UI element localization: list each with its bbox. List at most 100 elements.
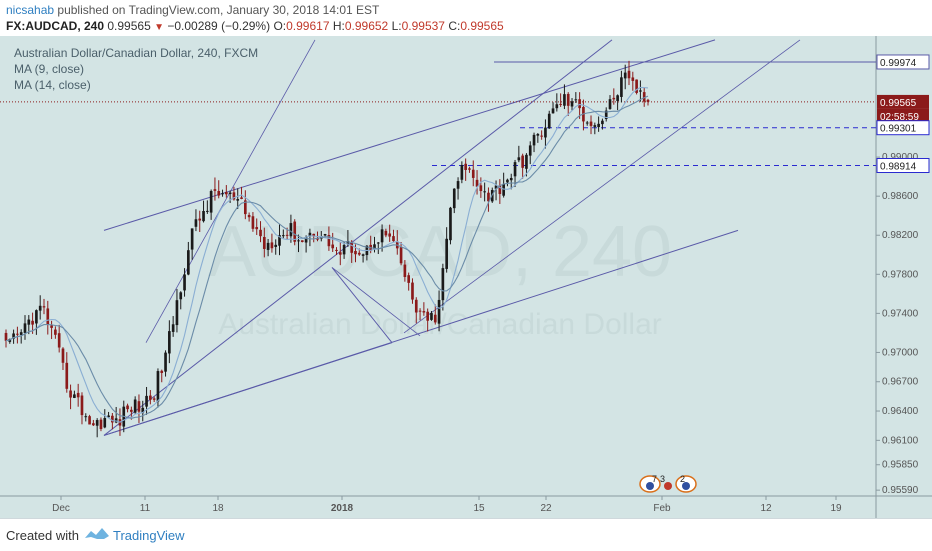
candle-body [190,228,194,250]
price-change: −0.00289 (−0.29%) [167,19,271,33]
candle-body [126,405,129,410]
price-tick-label: 0.99000 [882,152,919,163]
candle-body [35,310,38,324]
candle-body [483,191,486,193]
candle-body [407,275,411,283]
candle-body [452,188,456,209]
candle-body [399,247,403,264]
trendline-lower-short[interactable] [103,342,393,436]
created-with-text: Created with [6,528,79,543]
author-link[interactable]: nicsahab [6,3,55,17]
candle-body [285,234,289,236]
time-tick-label: Dec [52,503,70,514]
chart-canvas[interactable]: AUDCAD, 240 Australian Dollar/Canadian D… [0,36,932,518]
candle-body [179,292,183,300]
candle-body [27,319,31,325]
candle-body [236,199,240,201]
candle-body [441,268,445,301]
candle-body [338,252,342,255]
candle-body [160,370,164,373]
price-tick-label: 0.97400 [882,308,919,319]
candle-body [384,230,388,236]
candle-body [255,227,259,230]
candle-body [183,274,186,291]
trendline-parallel-line[interactable] [403,39,801,334]
flag-ca-icon [664,482,672,490]
candle-body [23,323,27,333]
last-price: 0.99565 [107,19,151,33]
candle-body [213,189,217,191]
event-count-2: 2 [680,474,685,484]
candle-body [361,254,365,256]
trendline-drop-2[interactable] [331,267,421,337]
candle-body [262,236,266,249]
tradingview-brand-link[interactable]: TradingView [113,528,185,543]
candle-body [137,401,141,412]
price-label-timer: 02:58:59 [880,112,919,123]
open-label: O: [273,19,287,33]
candle-body [392,236,395,242]
candle-body [327,234,331,247]
candle-body [107,415,110,418]
time-tick-label: 15 [473,503,485,514]
candle-body [232,192,236,200]
candle-body [525,154,528,169]
candle-body [589,121,593,126]
candle-body [388,233,392,237]
moving-averages [5,86,649,423]
candle-body [4,332,8,341]
candle-body [266,242,270,250]
candle-body [639,90,642,92]
price-tick-label: 0.98600 [882,191,919,202]
candle-body [76,392,80,398]
candle-body [240,197,243,199]
price-tick-label: 0.95850 [882,460,919,471]
candle-body [536,134,540,136]
high-value: 0.99652 [344,19,389,33]
candle-body [479,185,483,192]
legend-ma14: MA (14, close) [14,78,91,92]
price-tick-label: 0.96100 [882,435,919,446]
price-label-last: 0.99565 [880,98,917,109]
price-label-box [876,54,930,70]
trendline-drop[interactable] [331,267,393,343]
time-tick-label: 11 [140,503,151,514]
candle-body [130,409,133,412]
candle-body [574,99,578,101]
candle-body [95,420,99,426]
candle-body [194,219,198,227]
candle-body [608,99,612,109]
tradingview-logo-icon[interactable] [84,526,110,542]
candlestick-series [4,60,650,438]
candle-body [323,234,327,236]
candle-body [206,210,209,212]
candle-body [468,168,471,170]
candle-body [149,395,152,400]
price-tick-label: 0.97800 [882,269,919,280]
footer: Created with TradingView [0,518,932,551]
candle-body [350,242,354,253]
candle-body [198,218,202,221]
candle-body [50,325,53,328]
trendline-upper-channel[interactable] [103,39,716,231]
price-axis: 0.95590 0.95850 0.96100 0.96400 0.96700 0.970… [876,54,930,496]
ma9-line [5,86,649,423]
price-tick-label: 0.95590 [882,485,919,496]
publish-text: published on TradingView.com, January 30… [57,3,380,17]
candle-body [308,232,312,236]
candle-body [171,324,175,332]
price-tick-label: 0.98200 [882,230,919,241]
candle-body [259,229,262,237]
candle-body [498,185,502,195]
trendline-rising-line[interactable] [103,39,613,436]
candle-body [471,169,475,178]
legend-title: Australian Dollar/Canadian Dollar, 240, … [14,46,258,60]
candle-body [566,93,570,106]
candle-body [422,311,426,313]
candle-body [297,240,300,242]
open-value: 0.99617 [286,19,330,33]
candle-body [517,157,521,161]
price-tick-label: 0.96400 [882,406,919,417]
candle-body [38,305,42,311]
event-badges[interactable]: 7 3 2 [639,474,697,493]
